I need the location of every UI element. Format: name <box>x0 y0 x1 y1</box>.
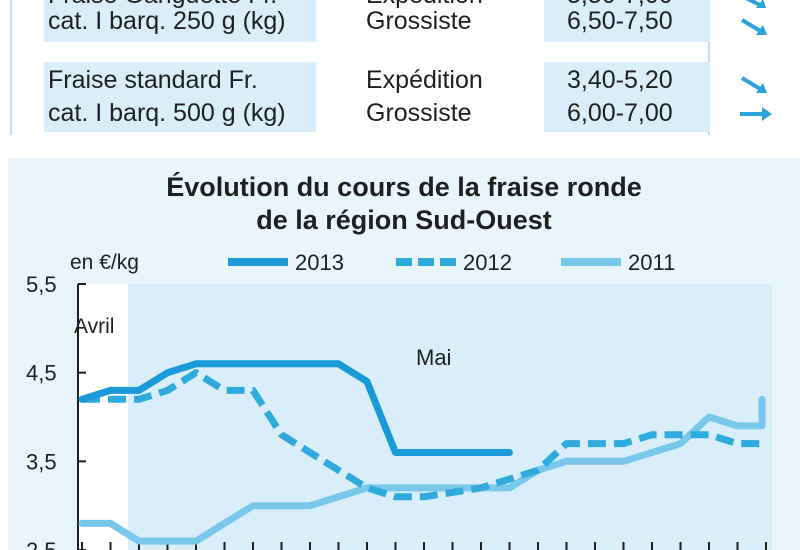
row2-product-line2: cat. I barq. 500 g (kg) <box>48 99 286 127</box>
series-line-2013 <box>78 360 513 456</box>
row2-price-band <box>544 62 710 132</box>
y-tick-label: 5,5 <box>26 272 57 297</box>
y-axis-unit-label: en €/kg <box>70 251 139 274</box>
row1-price-2: 6,50-7,50 <box>567 7 673 35</box>
row1-market-2: Grossiste <box>366 7 472 35</box>
row1-product-line2: cat. I barq. 250 g (kg) <box>48 7 286 35</box>
april-region <box>78 284 128 550</box>
legend-label-2013: 2013 <box>295 250 344 275</box>
row1-price-band <box>544 0 710 42</box>
row2-market-2: Grossiste <box>366 99 472 127</box>
row1-product-line1: Fraise Gariguette Fr. <box>48 0 277 11</box>
table-left-border <box>10 0 12 135</box>
price-evolution-chart: Évolution du cours de la fraise rondede … <box>26 171 772 550</box>
row2-price-2: 6,00-7,00 <box>567 99 673 127</box>
trend-down-icon <box>740 76 767 93</box>
y-tick-label: 4,5 <box>26 361 57 386</box>
row2-product-line1: Fraise standard Fr. <box>48 66 258 94</box>
row2-price-1: 3,40-5,20 <box>567 66 673 94</box>
row2-product-band <box>44 62 316 132</box>
y-tick-label: 3,5 <box>26 449 57 474</box>
trend-stable-icon <box>740 107 772 121</box>
series-line-2012 <box>82 369 762 501</box>
period-label-may: Mai <box>416 345 451 370</box>
chart-title-line: Évolution du cours de la fraise ronde <box>166 171 642 202</box>
chart-panel: Évolution du cours de la fraise ronde de … <box>8 158 800 550</box>
trend-down-icon <box>740 18 767 35</box>
row1-market-1: Expédition <box>366 0 483 11</box>
price-table: Fraise Gariguette Fr. cat. I barq. 250 g… <box>0 0 800 135</box>
row1-price-1: 5,50-7,00 <box>567 0 673 11</box>
row1-product-band <box>44 0 316 42</box>
row2-market-1: Expédition <box>366 66 483 94</box>
legend-label-2011: 2011 <box>628 250 675 275</box>
period-label-april: Avril <box>74 315 114 338</box>
trend-down-icon <box>745 0 766 8</box>
chart-title-line: de la région Sud-Ouest <box>256 205 552 235</box>
legend-label-2012: 2012 <box>463 250 512 275</box>
series-line-2011 <box>78 395 766 545</box>
y-tick-label: 2,5 <box>26 538 57 550</box>
may-region <box>128 284 772 550</box>
